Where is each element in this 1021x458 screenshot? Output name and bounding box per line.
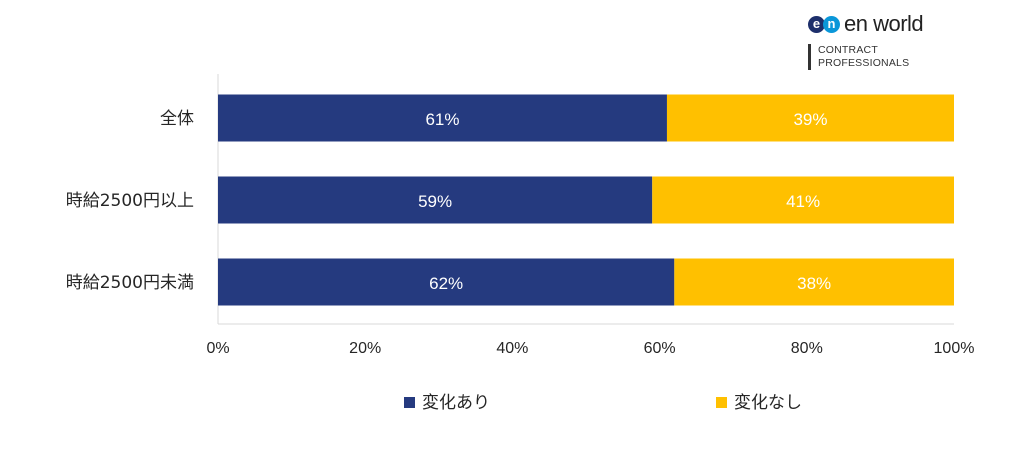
x-tick-label: 40% — [496, 340, 528, 357]
logo-tagline-text: CONTRACT PROFESSIONALS — [818, 44, 909, 70]
bar-changed — [218, 94, 667, 142]
logo-name: en world — [844, 11, 924, 36]
data-label: 62% — [429, 274, 463, 293]
legend-label: 変化あり — [422, 393, 490, 413]
bar-unchanged — [666, 94, 954, 142]
category-label: 時給2500円未満 — [66, 273, 194, 293]
x-tick-label: 20% — [349, 340, 381, 357]
logo-tagline-line2: PROFESSIONALS — [818, 57, 910, 69]
logo-divider — [808, 44, 811, 70]
legend-swatch — [404, 397, 415, 408]
category-label: 全体 — [160, 109, 194, 129]
legend-swatch — [716, 397, 727, 408]
legend-label: 変化なし — [734, 393, 802, 413]
logo-n-circle: n — [823, 15, 840, 33]
category-label: 時給2500円以上 — [66, 191, 194, 211]
x-tick-label: 80% — [791, 340, 823, 357]
bar-unchanged — [674, 258, 954, 306]
bar-changed — [218, 258, 675, 306]
en-world-logo: e n en world CONTRACT PROFESSIONALS — [808, 10, 1008, 70]
bar-changed — [218, 176, 653, 224]
bar-unchanged — [652, 176, 954, 224]
x-tick-label: 60% — [644, 340, 676, 357]
data-label: 59% — [418, 192, 452, 211]
data-label: 39% — [793, 110, 827, 129]
x-tick-label: 0% — [206, 340, 229, 357]
data-label: 38% — [797, 274, 831, 293]
data-label: 41% — [786, 192, 820, 211]
logo-tagline: CONTRACT PROFESSIONALS — [808, 44, 1008, 70]
logo-e-circle: e — [808, 15, 825, 33]
x-tick-label: 100% — [934, 340, 975, 357]
logo-mark-row: e n en world — [808, 10, 1008, 38]
logo-tagline-line1: CONTRACT — [818, 44, 878, 56]
data-label: 61% — [425, 110, 459, 129]
